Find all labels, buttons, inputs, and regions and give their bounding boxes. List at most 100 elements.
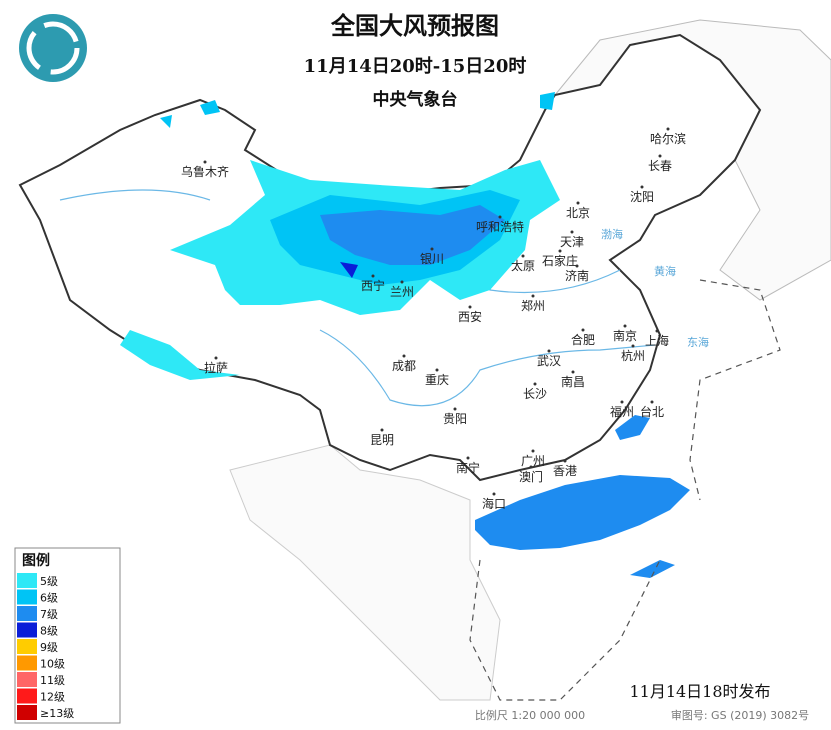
city-label: 拉萨 (204, 360, 228, 375)
city-dot (581, 328, 585, 332)
city-label: 福州 (610, 404, 634, 419)
legend-label: ≥13级 (40, 707, 74, 720)
wind-area-7 (475, 475, 690, 550)
city-dot (380, 428, 384, 432)
scale: 比例尺 1:20 000 000 (475, 708, 585, 722)
city-dot (531, 294, 535, 298)
city-dot (623, 324, 627, 328)
legend-swatch (17, 672, 37, 687)
city-label: 武汉 (537, 354, 561, 368)
city-dot (547, 349, 551, 353)
city-dot (558, 249, 562, 253)
sea-label: 东海 (687, 335, 709, 349)
city-dot (430, 247, 434, 251)
city-label: 合肥 (571, 332, 595, 347)
city-dot (640, 185, 644, 189)
city-dot (214, 356, 218, 360)
city-dot (571, 370, 575, 374)
city-dot (563, 459, 567, 463)
neighbour-land (229, 444, 501, 701)
legend-swatch (17, 688, 37, 704)
sea-label: 黄海 (654, 264, 676, 278)
city-label: 兰州 (390, 285, 414, 299)
city-dot (435, 368, 439, 372)
legend-label: 12级 (40, 691, 65, 704)
legend: 5级 6级 7级 8级 9级 10级 11级 12级 ≥13级 (17, 573, 74, 720)
legend-swatch (17, 622, 37, 638)
wind-area-7 (630, 560, 675, 578)
city-label: 太原 (511, 258, 535, 273)
city-label: 台北 (640, 404, 664, 419)
city-label: 杭州 (621, 348, 645, 363)
city-label: 呼和浩特 (476, 219, 524, 234)
agency: 中央气象台 (373, 89, 458, 110)
wind-area-8 (340, 262, 358, 278)
city-label: 澳门 (519, 469, 543, 484)
boundary-line (469, 279, 781, 701)
wind-area-7 (320, 205, 505, 265)
city-dot (203, 160, 207, 164)
legend-swatch (17, 573, 37, 588)
legend-label: 11级 (40, 674, 65, 687)
city-dot (529, 465, 533, 469)
city-dot (650, 400, 654, 404)
city-dot (466, 456, 470, 460)
city-label: 南昌 (561, 374, 585, 389)
sea-label: 渤海 (601, 227, 623, 241)
city-label: 贵阳 (443, 412, 467, 426)
city-dot (570, 230, 574, 234)
legend-swatch (17, 655, 37, 671)
legend-swatch (17, 639, 37, 654)
city-dot (402, 354, 406, 358)
city-label: 上海 (645, 333, 669, 348)
city-label: 济南 (565, 268, 589, 283)
wind-area-5 (120, 330, 240, 380)
city-label: 成都 (392, 359, 416, 373)
city-label: 乌鲁木齐 (181, 164, 229, 179)
city-dot (533, 382, 537, 386)
river (319, 329, 656, 407)
city-label: 南京 (613, 328, 637, 343)
city-dot (468, 305, 472, 309)
legend-label: 10级 (40, 658, 65, 671)
city-dot (575, 264, 579, 268)
city-label: 西宁 (361, 278, 385, 293)
legend-label: 6级 (40, 592, 58, 605)
city-dot (620, 400, 624, 404)
city-label: 西安 (458, 309, 482, 324)
city-dot (658, 154, 662, 158)
city-label: 重庆 (425, 373, 449, 387)
city-dot (531, 449, 535, 453)
wind-area-7 (615, 415, 650, 440)
logo (26, 21, 80, 75)
legend-label: 9级 (40, 641, 58, 654)
review-number: 审图号: GS (2019) 3082号 (671, 708, 809, 722)
legend-swatch (17, 589, 37, 605)
city-dot (631, 344, 635, 348)
city-label: 哈尔滨 (650, 131, 686, 146)
legend-label: 7级 (40, 608, 58, 621)
city-label: 沈阳 (630, 189, 654, 204)
city-label: 南宁 (456, 460, 480, 475)
city-label: 香港 (553, 464, 577, 478)
legend-swatch (17, 606, 37, 621)
map-title: 全国大风预报图 (330, 11, 499, 40)
city-label: 郑州 (521, 298, 545, 313)
city-dot (371, 274, 375, 278)
city-dot (400, 280, 404, 284)
city-dot (492, 492, 496, 496)
city-dot (576, 201, 580, 205)
city-label: 长沙 (523, 387, 547, 401)
legend-label: 8级 (40, 625, 58, 638)
city-label: 海口 (482, 496, 506, 511)
city-dot (655, 329, 659, 333)
city-label: 广州 (521, 454, 545, 468)
legend-label: 5级 (40, 575, 58, 588)
city-label: 石家庄 (542, 253, 578, 268)
legend-title: 图例 (22, 552, 50, 569)
city-label: 昆明 (370, 433, 394, 447)
city-dot (453, 407, 457, 411)
